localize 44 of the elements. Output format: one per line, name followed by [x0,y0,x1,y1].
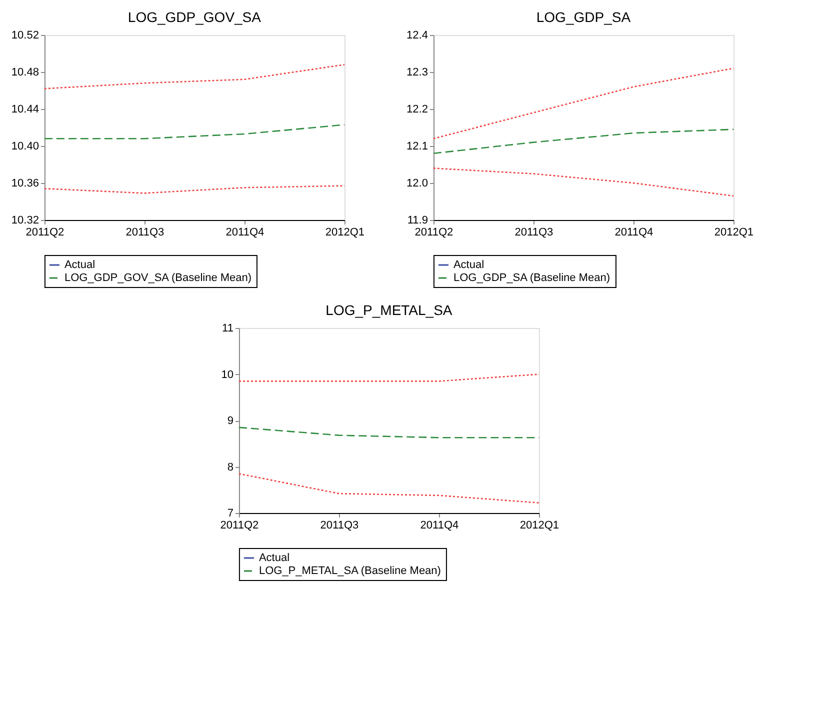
line-series [432,128,734,154]
y-tick-label: 10.40 [11,140,39,152]
legend-label: Actual [64,259,96,271]
y-tick-label: 11 [222,322,234,334]
y-tick-label: 12.3 [406,66,428,78]
x-tick-label: 2011Q3 [126,226,164,238]
line-series [44,185,346,194]
x-tick-label: 2011Q3 [320,520,359,532]
y-tick-label: 7 [227,508,234,520]
y-tick-label: 10 [221,368,234,381]
x-tick-label: 2011Q4 [614,226,654,238]
x-tick-label: 2012Q1 [714,226,754,238]
line-series [238,473,540,504]
y-tick-label: 12.0 [406,178,428,190]
y-tick-label: 11.9 [407,214,428,226]
y-tick-label: 12.4 [406,30,428,42]
x-tick-label: 2011Q4 [226,226,264,238]
y-tick-label: 12.1 [406,140,428,152]
y-tick-label: 9 [227,415,234,427]
y-tick-label: 10.32 [11,214,39,226]
chart-title: LOG_P_METAL_SA [326,302,453,318]
legend-label: LOG_P_METAL_SA (Baseline Mean) [258,565,441,577]
legend-label: Actual [258,552,290,564]
y-tick-label: 8 [227,461,234,474]
legend-label: LOG_GDP_GOV_SA (Baseline Mean) [64,272,252,284]
chart-title: LOG_GDP_GOV_SA [128,9,262,25]
y-tick-label: 10.48 [11,66,39,78]
y-tick-label: 10.36 [11,178,39,190]
x-tick-label: 2011Q2 [414,226,454,238]
y-tick-label: 12.2 [406,104,428,116]
x-tick-label: 2011Q2 [220,520,259,532]
line-series [432,168,734,197]
x-tick-label: 2012Q1 [520,520,560,532]
chart-title: LOG_GDP_SA [536,9,632,25]
line-series [432,68,734,140]
x-tick-label: 2011Q4 [420,520,459,532]
line-series [44,64,346,90]
y-tick-label: 10.44 [11,104,39,116]
x-tick-label: 2011Q3 [514,226,554,238]
y-tick-label: 10.52 [11,30,39,42]
legend-label: LOG_GDP_SA (Baseline Mean) [453,272,610,284]
x-tick-label: 2012Q1 [325,226,365,238]
x-tick-label: 2011Q2 [26,226,64,238]
legend-label: Actual [453,259,484,271]
